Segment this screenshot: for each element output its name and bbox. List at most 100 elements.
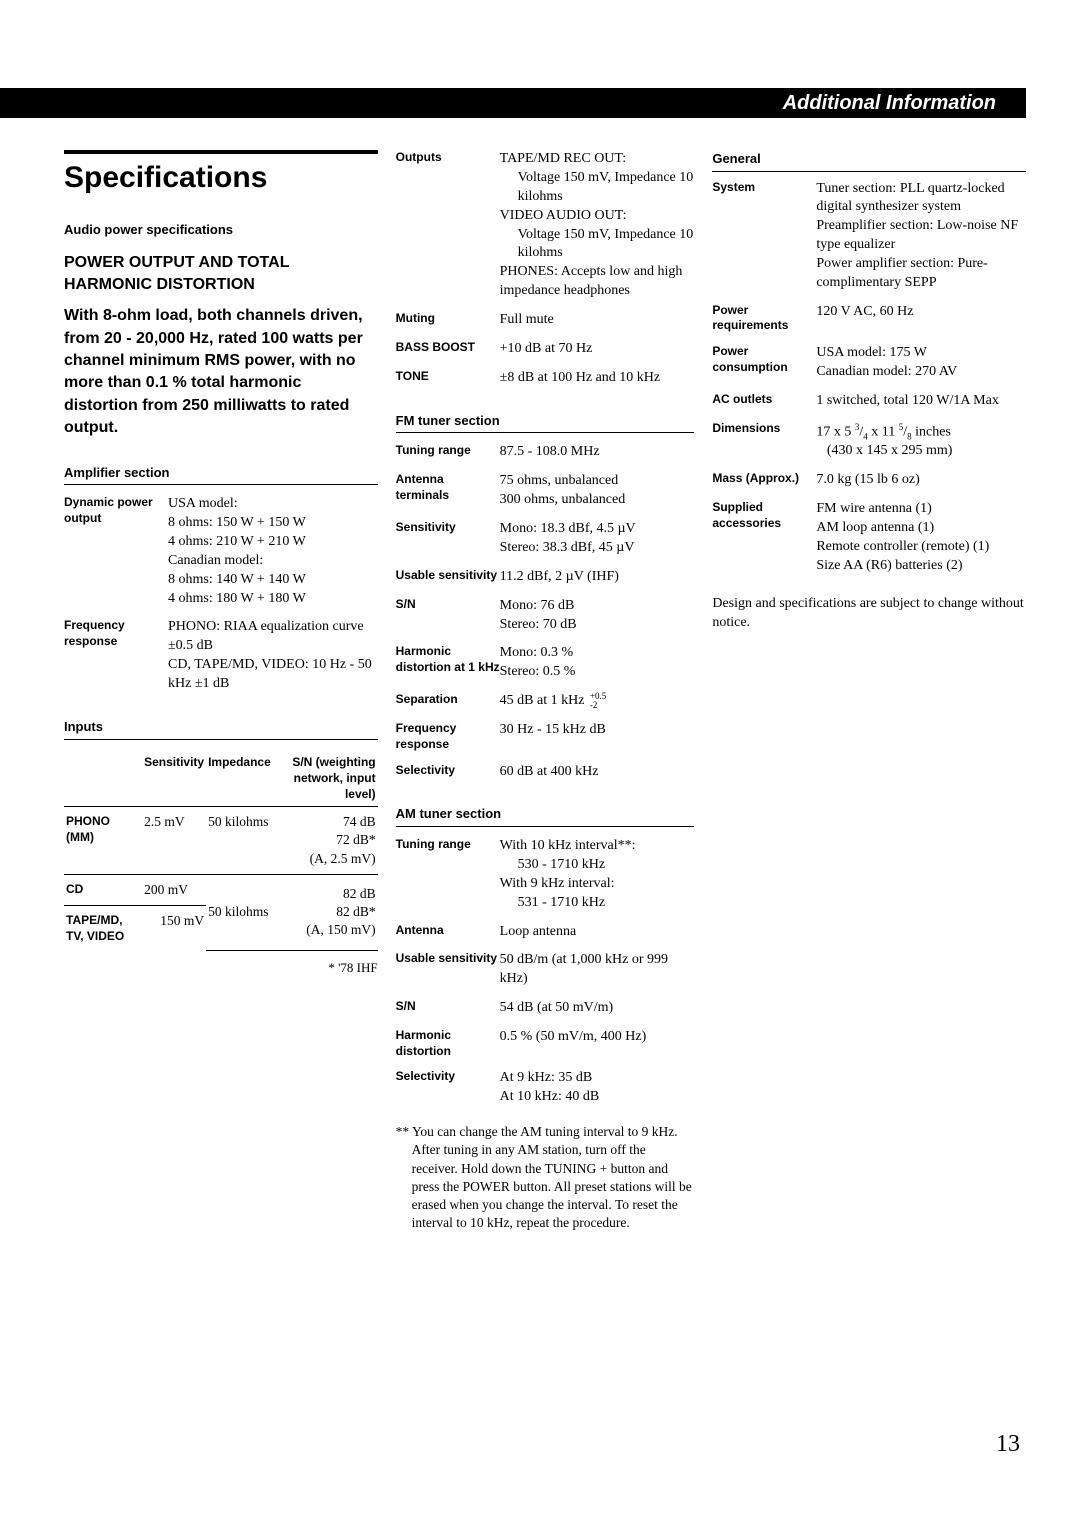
outputs-line1: TAPE/MD REC OUT:: [500, 151, 627, 166]
fm-sel-value: 60 dB at 400 kHz: [500, 763, 695, 782]
am-sel-label: Selectivity: [396, 1069, 500, 1107]
ac-label: AC outlets: [712, 392, 816, 411]
am-tuning-label: Tuning range: [396, 837, 500, 913]
inputs-header-row: Sensitivity Impedance S/N (weighting net…: [64, 750, 378, 807]
fm-tuning-value: 87.5 - 108.0 MHz: [500, 443, 695, 462]
fm-usable-label: Usable sensitivity: [396, 568, 500, 587]
tape-sens: 150 mV: [142, 906, 206, 951]
dim-value: 17 x 5 3/4 x 11 5/8 inches (430 x 145 x …: [816, 421, 1026, 461]
phono-label: PHONO (MM): [64, 807, 142, 875]
inputs-footnote: * '78 IHF: [64, 959, 378, 977]
header-title: Additional Information: [783, 92, 996, 114]
am-usable-label: Usable sensitivity: [396, 951, 500, 989]
system-label: System: [712, 180, 816, 293]
acc-value: FM wire antenna (1) AM loop antenna (1) …: [816, 500, 1026, 576]
outputs-sub2: Voltage 150 mV, Impedance 10 kilohms: [500, 226, 695, 264]
audio-power-spec-label: Audio power specifications: [64, 221, 378, 239]
am-tuning-s2: 531 - 1710 kHz: [500, 894, 695, 913]
fm-sn-label: S/N: [396, 597, 500, 635]
bass-value: +10 dB at 70 Hz: [500, 340, 695, 359]
outputs-sub1: Voltage 150 mV, Impedance 10 kilohms: [500, 169, 695, 207]
am-usable-value: 50 dB/m (at 1,000 kHz or 999 kHz): [500, 951, 695, 989]
header-bar: Additional Information: [0, 88, 1026, 118]
outputs-value: TAPE/MD REC OUT: Voltage 150 mV, Impedan…: [500, 150, 695, 301]
am-tuning-l2: With 9 kHz interval:: [500, 876, 615, 891]
pr-label: Power requirements: [712, 303, 816, 334]
am-hd-value: 0.5 % (50 mV/m, 400 Hz): [500, 1028, 695, 1059]
system-v1: Tuner section: PLL quartz-locked digital…: [816, 180, 1026, 218]
cd-sn: 82 dB 82 dB* (A, 150 mV): [273, 874, 378, 950]
bass-label: BASS BOOST: [396, 340, 500, 359]
column-1: Specifications Audio power specification…: [64, 150, 378, 1232]
fm-usable-value: 11.2 dBf, 2 µV (IHF): [500, 568, 695, 587]
am-tuning-l1: With 10 kHz interval**:: [500, 838, 636, 853]
power-output-body: With 8-ohm load, both channels driven, f…: [64, 305, 378, 439]
fm-section-label: FM tuner section: [396, 412, 695, 434]
phono-sens: 2.5 mV: [142, 807, 206, 875]
fm-sep-tolerance: +0.5-2: [590, 692, 606, 710]
page-number: 13: [996, 1431, 1020, 1458]
am-sn-label: S/N: [396, 999, 500, 1018]
system-v2: Preamplifier section: Low-noise NF type …: [816, 217, 1026, 255]
dim-label: Dimensions: [712, 421, 816, 461]
content-columns: Specifications Audio power specification…: [64, 150, 1026, 1232]
fm-tuning-label: Tuning range: [396, 443, 500, 462]
outputs-row: Outputs TAPE/MD REC OUT: Voltage 150 mV,…: [396, 150, 695, 301]
freq-response-row: Frequency response PHONO: RIAA equalizat…: [64, 618, 378, 694]
muting-label: Muting: [396, 311, 500, 330]
fm-hd-label: Harmonic distortion at 1 kHz: [396, 644, 500, 682]
inputs-col-3: S/N (weighting network, input level): [273, 750, 378, 807]
design-note: Design and specifications are subject to…: [712, 594, 1026, 633]
tape-label: TAPE/MD, TV, VIDEO: [64, 906, 142, 951]
page-title: Specifications: [64, 158, 378, 199]
fm-sep-label: Separation: [396, 692, 500, 711]
phono-imp: 50 kilohms: [206, 807, 273, 875]
system-value: Tuner section: PLL quartz-locked digital…: [816, 180, 1026, 293]
fm-freq-label: Frequency response: [396, 721, 500, 752]
tone-label: TONE: [396, 369, 500, 388]
muting-row: Muting Full mute: [396, 311, 695, 330]
title-rule: [64, 150, 378, 154]
mass-value: 7.0 kg (15 lb 6 oz): [816, 471, 1026, 490]
freq-response-label: Frequency response: [64, 618, 168, 694]
outputs-label: Outputs: [396, 150, 500, 301]
am-ant-label: Antenna: [396, 923, 500, 942]
fm-ant-value: 75 ohms, unbalanced 300 ohms, unbalanced: [500, 472, 695, 510]
ac-value: 1 switched, total 120 W/1A Max: [816, 392, 1026, 411]
fm-ant-label: Antenna terminals: [396, 472, 500, 510]
phono-sn: 74 dB 72 dB* (A, 2.5 mV): [273, 807, 378, 875]
general-label: General: [712, 150, 1026, 172]
mass-label: Mass (Approx.): [712, 471, 816, 490]
system-v3: Power amplifier section: Pure-compliment…: [816, 255, 1026, 293]
am-tuning-value: With 10 kHz interval**: 530 - 1710 kHz W…: [500, 837, 695, 913]
am-hd-label: Harmonic distortion: [396, 1028, 500, 1059]
acc-label: Supplied accessories: [712, 500, 816, 576]
am-sel-value: At 9 kHz: 35 dB At 10 kHz: 40 dB: [500, 1069, 695, 1107]
am-footnote: ** You can change the AM tuning interval…: [396, 1123, 695, 1232]
pc-label: Power consumption: [712, 344, 816, 382]
inputs-table: Sensitivity Impedance S/N (weighting net…: [64, 750, 378, 951]
inputs-col-2: Impedance: [206, 750, 273, 807]
inputs-row-cd: CD 200 mV 50 kilohms 82 dB 82 dB* (A, 15…: [64, 874, 378, 905]
am-section-label: AM tuner section: [396, 805, 695, 827]
dynamic-power-row: Dynamic power output USA model: 8 ohms: …: [64, 495, 378, 608]
outputs-line3: PHONES: Accepts low and high impedance h…: [500, 264, 683, 298]
fm-sn-value: Mono: 76 dB Stereo: 70 dB: [500, 597, 695, 635]
fm-sel-label: Selectivity: [396, 763, 500, 782]
am-ant-value: Loop antenna: [500, 923, 695, 942]
outputs-line2: VIDEO AUDIO OUT:: [500, 208, 627, 223]
tone-value: ±8 dB at 100 Hz and 10 kHz: [500, 369, 695, 388]
cd-label: CD: [64, 874, 142, 905]
am-sn-value: 54 dB (at 50 mV/m): [500, 999, 695, 1018]
fm-sep-value: 45 dB at 1 kHz +0.5-2: [500, 692, 695, 711]
cd-imp: 50 kilohms: [206, 874, 273, 950]
pr-value: 120 V AC, 60 Hz: [816, 303, 1026, 334]
inputs-label: Inputs: [64, 718, 378, 740]
tone-row: TONE ±8 dB at 100 Hz and 10 kHz: [396, 369, 695, 388]
am-tuning-s1: 530 - 1710 kHz: [500, 856, 695, 875]
pc-value: USA model: 175 W Canadian model: 270 AV: [816, 344, 1026, 382]
muting-value: Full mute: [500, 311, 695, 330]
power-output-heading: POWER OUTPUT AND TOTAL HARMONIC DISTORTI…: [64, 252, 378, 295]
fm-sens-value: Mono: 18.3 dBf, 4.5 µV Stereo: 38.3 dBf,…: [500, 520, 695, 558]
fm-hd-value: Mono: 0.3 % Stereo: 0.5 %: [500, 644, 695, 682]
